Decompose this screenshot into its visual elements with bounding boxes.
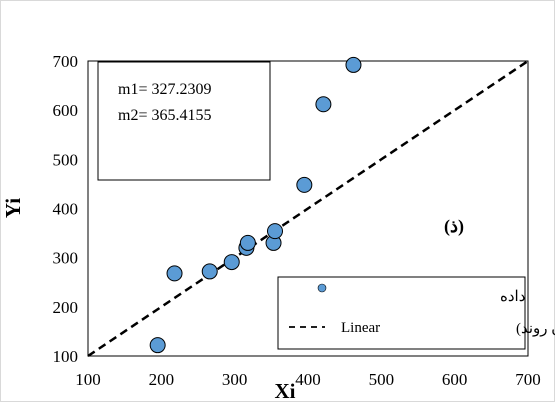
data-point (166, 265, 183, 282)
y-tick-label: 500 (53, 150, 79, 169)
linear-reference-line (87, 59, 529, 358)
data-points (149, 56, 362, 354)
x-tick-label: 400 (295, 370, 321, 389)
y-tick-label: 300 (53, 249, 79, 268)
x-tick-label: 300 (222, 370, 248, 389)
stats-m2: m2= 365.4155 (118, 107, 211, 124)
y-tick-label: 700 (53, 52, 79, 71)
panel-label: (ذ) (444, 216, 464, 237)
x-tick-label: 600 (442, 370, 468, 389)
stats-box-border (97, 61, 271, 181)
y-axis-label: Yi (1, 198, 25, 218)
data-point (201, 263, 218, 280)
x-tick-labels: 100 200 300 400 500 600 700 (75, 370, 541, 389)
data-point (223, 254, 240, 271)
legend-marker-data (317, 283, 327, 293)
plot-frame (87, 60, 529, 357)
y-tick-labels: 100 200 300 400 500 600 700 (53, 52, 79, 366)
legend-border (277, 276, 526, 350)
y-tick-label: 200 (53, 298, 79, 317)
data-point (315, 96, 332, 113)
x-tick-label: 700 (515, 370, 541, 389)
x-axis-label: Xi (275, 379, 296, 402)
data-point (267, 223, 283, 240)
x-tick-label: 500 (369, 370, 395, 389)
stats-m1: m1= 327.2309 (118, 81, 211, 98)
y-tick-label: 400 (53, 200, 79, 219)
stats-box: m1= 327.2309 m2= 365.4155 (97, 61, 271, 181)
y-tick-label: 100 (53, 347, 79, 366)
data-point (345, 56, 362, 73)
x-tick-label: 200 (149, 370, 175, 389)
legend: داده Linear (بدون روند) (277, 276, 555, 350)
data-point (296, 176, 313, 193)
y-tick-label: 600 (53, 101, 79, 120)
data-point (149, 337, 166, 354)
x-tick-label: 100 (75, 370, 101, 389)
data-point (239, 234, 256, 251)
legend-qualifier-linear: (بدون روند) (516, 321, 555, 337)
plot-area (87, 60, 529, 357)
legend-label-linear: Linear (341, 320, 380, 336)
legend-label-data: داده (500, 289, 525, 305)
